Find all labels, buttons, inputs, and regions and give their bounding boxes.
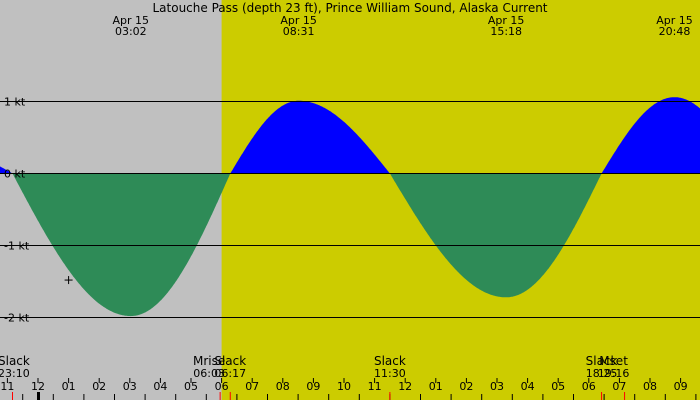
flood-area-4 — [601, 97, 700, 174]
y-tick-label: -1 kt — [4, 240, 30, 253]
moon-time-1: 19:16 — [598, 367, 630, 380]
x-tick-label-8: 07 — [245, 380, 259, 393]
x-tick-label-3: 02 — [92, 380, 106, 393]
y-tick-label: -2 kt — [4, 312, 30, 325]
extreme-date-2: Apr 15 — [488, 14, 525, 27]
chart-title: Latouche Pass (depth 23 ft), Prince Will… — [152, 1, 547, 15]
x-tick-label-22: 09 — [674, 380, 688, 393]
gridline-layer — [0, 101, 700, 318]
ebb-area-3 — [390, 173, 602, 298]
slack-time-0: 23:10 — [0, 367, 30, 380]
extreme-time-1: 08:31 — [283, 25, 315, 38]
x-tick-label-11: 10 — [337, 380, 351, 393]
y-tick-label: 1 kt — [4, 96, 26, 109]
x-tick-label-9: 08 — [276, 380, 290, 393]
x-tick-label-12: 11 — [368, 380, 382, 393]
midnight-marker — [37, 392, 40, 400]
flood-area-0 — [0, 166, 13, 174]
moon-time-0: 06:03 — [193, 367, 225, 380]
slack-time-1: 06:17 — [214, 367, 246, 380]
x-tick-label-10: 09 — [306, 380, 320, 393]
slack-label-2: Slack — [374, 354, 406, 368]
extreme-time-2: 15:18 — [490, 25, 522, 38]
x-tick-label-17: 04 — [521, 380, 535, 393]
extreme-time-3: 20:48 — [659, 25, 691, 38]
x-tick-label-1: 12 — [31, 380, 45, 393]
x-tick-label-13: 12 — [398, 380, 412, 393]
y-tick-label: 0 kt — [4, 168, 26, 181]
slack-time-2: 11:30 — [374, 367, 406, 380]
x-tick-label-16: 03 — [490, 380, 504, 393]
x-axis-layer: 11 12 01 02 03 04 05 06 07 08 09 10 11 12 01 02 03 04 05 06… — [0, 378, 697, 400]
x-tick-label-18: 05 — [551, 380, 565, 393]
x-tick-label-14: 01 — [429, 380, 443, 393]
x-tick-label-21: 08 — [643, 380, 657, 393]
moon-label-1: Mset — [599, 354, 628, 368]
y-tick-label-layer: 1 kt 0 kt -1 kt -2 kt — [4, 96, 30, 325]
x-tick-label-19: 06 — [582, 380, 596, 393]
slack-time-3: 18:25 — [586, 367, 618, 380]
x-tick-label-6: 05 — [184, 380, 198, 393]
flood-area-2 — [230, 100, 391, 174]
moon-label-0: Mrise — [193, 354, 225, 368]
extreme-date-3: Apr 15 — [656, 14, 693, 27]
x-tick-label-4: 03 — [123, 380, 137, 393]
event-label-layer: Slack23:10Slack06:17Slack11:30Slack18:25… — [0, 354, 629, 380]
x-tick-label-20: 07 — [612, 380, 626, 393]
extreme-date-1: Apr 15 — [280, 14, 317, 27]
slack-label-1: Slack — [214, 354, 246, 368]
ebb-area-1 — [12, 173, 231, 317]
x-tick-label-15: 02 — [459, 380, 473, 393]
extreme-date-0: Apr 15 — [113, 14, 150, 27]
x-tick-label-2: 01 — [62, 380, 76, 393]
x-tick-label-5: 04 — [153, 380, 167, 393]
x-tick-label-7: 06 — [215, 380, 229, 393]
slack-label-0: Slack — [0, 354, 30, 368]
x-tick-label-0: 11 — [0, 380, 14, 393]
extreme-time-0: 03:02 — [115, 25, 147, 38]
slack-label-3: Slack — [586, 354, 618, 368]
current-area-layer — [0, 97, 700, 317]
